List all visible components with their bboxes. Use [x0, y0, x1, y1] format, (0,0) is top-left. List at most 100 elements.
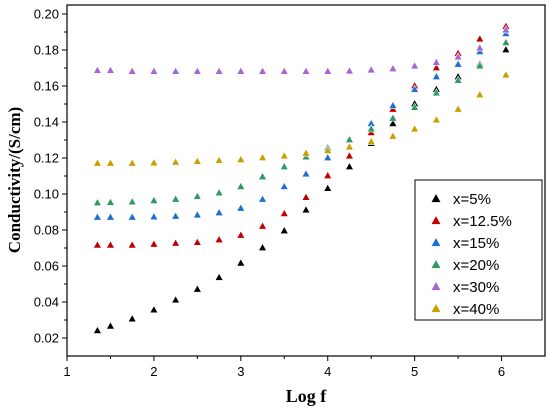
y-tick-label: 0.10: [34, 187, 59, 202]
data-point: [171, 211, 181, 220]
data-point: [323, 183, 333, 192]
legend-marker: [430, 214, 442, 225]
data-point: [127, 197, 137, 206]
legend-label: x=12.5%: [453, 213, 512, 230]
data-point: [92, 65, 102, 74]
data-point: [453, 59, 463, 68]
data-point: [214, 66, 224, 75]
data-point: [431, 88, 441, 97]
data-point: [171, 238, 181, 247]
data-point: [279, 66, 289, 75]
data-point: [92, 212, 102, 221]
legend-marker: [430, 236, 442, 247]
data-point: [410, 102, 420, 111]
data-point: [149, 66, 159, 75]
data-point: [388, 100, 398, 109]
data-point: [301, 169, 311, 178]
series-layer: [92, 21, 511, 334]
data-point: [279, 208, 289, 217]
data-point: [105, 65, 115, 74]
data-point: [149, 305, 159, 314]
y-tick-labels: 0.02 0.04 0.06 0.08 0.10 0.12 0.14 0.16 0.18 0.20: [34, 7, 59, 346]
data-point: [279, 151, 289, 160]
data-point: [258, 242, 268, 252]
data-point: [410, 61, 420, 70]
data-point: [171, 194, 181, 203]
data-point: [258, 152, 268, 162]
data-point: [214, 234, 224, 243]
y-tick-label: 0.08: [34, 223, 59, 238]
legend-label: x=15%: [453, 235, 499, 252]
series-1: [92, 44, 511, 334]
data-point: [453, 52, 463, 61]
data-point: [453, 104, 463, 113]
y-tick-label: 0.14: [34, 115, 59, 130]
data-point: [344, 151, 354, 160]
data-point: [105, 197, 115, 206]
data-point: [105, 212, 115, 221]
data-point: [475, 34, 485, 43]
y-axis-title: Conductivity/(S/cm): [5, 107, 24, 253]
data-point: [388, 113, 398, 122]
data-point: [92, 197, 102, 207]
y-tick-label: 0.04: [34, 295, 59, 310]
data-point: [431, 57, 441, 66]
y-tick-label: 0.02: [34, 331, 59, 346]
data-point: [501, 44, 511, 54]
data-point: [127, 240, 137, 249]
data-point: [214, 188, 224, 197]
y-tick-label: 0.20: [34, 7, 59, 22]
data-point: [149, 239, 159, 248]
data-point: [105, 158, 115, 167]
data-point: [171, 157, 181, 166]
data-point: [236, 66, 246, 75]
data-point: [501, 37, 511, 46]
axis-ticks: [62, 13, 503, 361]
data-point: [475, 89, 485, 99]
data-point: [410, 84, 420, 93]
legend: x=5% x=12.5% x=15% x=20% x=30% x=40%: [414, 179, 543, 321]
data-point: [127, 314, 137, 323]
y-tick-label: 0.06: [34, 259, 59, 274]
data-point: [366, 124, 376, 133]
data-point: [301, 148, 311, 157]
data-point: [192, 210, 202, 219]
data-point: [258, 221, 268, 230]
data-point: [258, 66, 268, 75]
data-point: [171, 295, 181, 304]
data-point: [388, 118, 398, 127]
data-point: [279, 181, 289, 190]
y-tick-label: 0.18: [34, 43, 59, 58]
data-point: [149, 195, 159, 204]
data-point: [301, 66, 311, 75]
x-tick-label: 4: [324, 364, 331, 379]
legend-marker: [430, 280, 442, 291]
x-tick-label: 5: [411, 364, 418, 379]
data-point: [214, 272, 224, 281]
data-point: [171, 66, 181, 75]
x-tick-label: 2: [150, 364, 157, 379]
data-point: [501, 25, 511, 34]
x-axis-title: Log f: [286, 386, 328, 406]
y-tick-label: 0.12: [34, 151, 59, 166]
x-tick-labels: 1 2 3 4 5 6: [63, 364, 505, 379]
x-tick-label: 1: [63, 364, 70, 379]
legend-label: x=5%: [453, 191, 491, 208]
data-point: [236, 258, 246, 267]
data-point: [236, 154, 246, 163]
data-point: [431, 71, 441, 81]
data-point: [92, 158, 102, 167]
data-point: [323, 145, 333, 154]
data-point: [127, 66, 137, 75]
legend-marker: [430, 258, 442, 269]
data-point: [214, 207, 224, 216]
data-point: [475, 61, 485, 70]
data-point: [366, 136, 376, 145]
data-point: [344, 142, 354, 151]
legend-label: x=40%: [453, 301, 499, 318]
data-point: [279, 161, 289, 171]
x-tick-label: 3: [237, 364, 244, 379]
series-6: [92, 70, 511, 167]
